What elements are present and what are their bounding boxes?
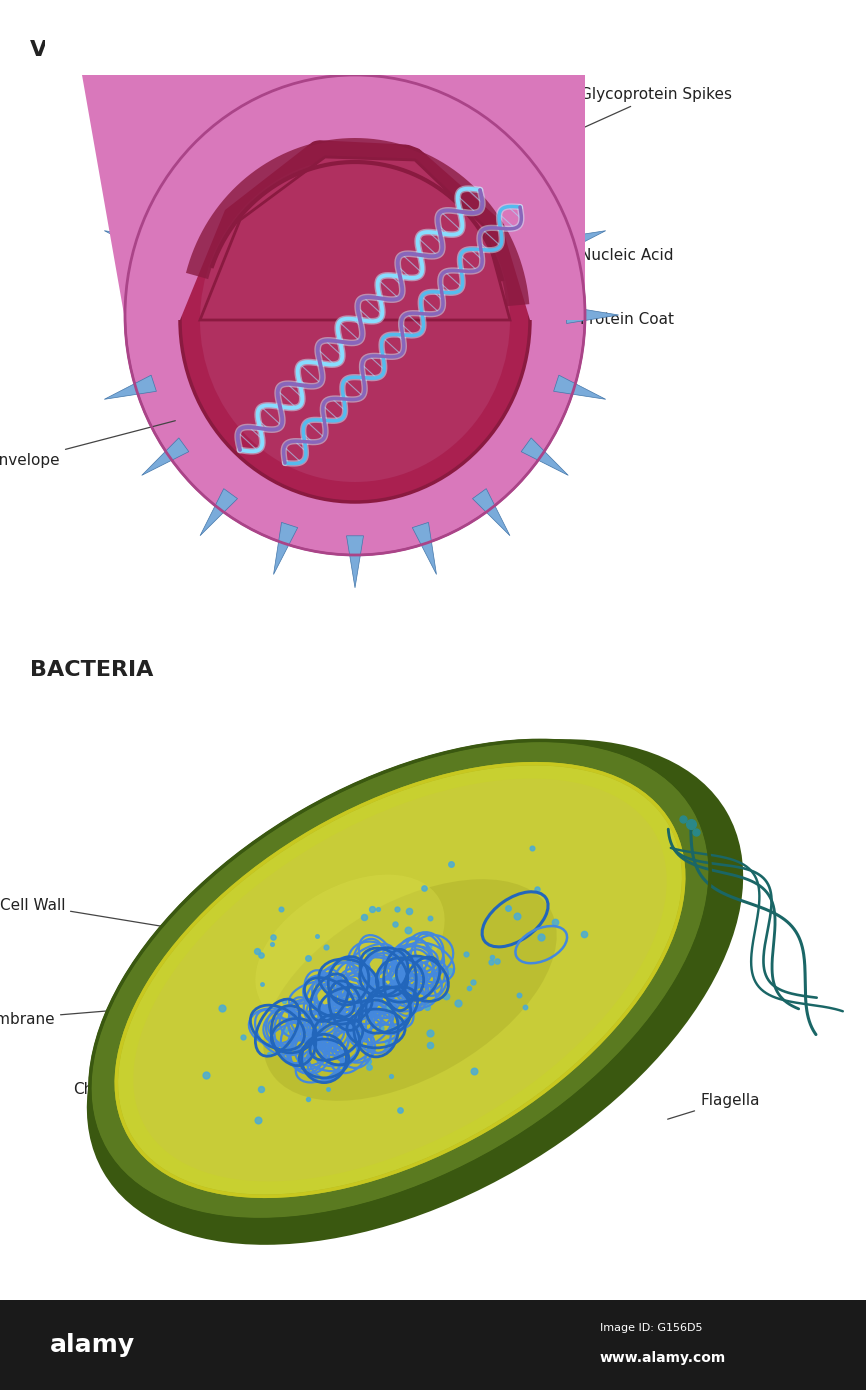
Bar — [0, 1300, 866, 1390]
Polygon shape — [104, 231, 157, 254]
Text: Cytoplasm: Cytoplasm — [493, 748, 611, 790]
Ellipse shape — [263, 880, 557, 1101]
Polygon shape — [274, 523, 298, 574]
Polygon shape — [553, 375, 605, 399]
Ellipse shape — [116, 763, 684, 1197]
Text: www.alamy.com: www.alamy.com — [600, 1351, 727, 1365]
Text: Flagella: Flagella — [668, 1093, 759, 1119]
Text: Protein Coat: Protein Coat — [513, 296, 674, 328]
Polygon shape — [553, 392, 605, 399]
Ellipse shape — [87, 739, 743, 1245]
Ellipse shape — [255, 874, 444, 1026]
Ellipse shape — [133, 778, 667, 1182]
Text: Cell Wall: Cell Wall — [0, 898, 212, 934]
Polygon shape — [45, 6, 665, 75]
Polygon shape — [200, 95, 237, 142]
Polygon shape — [346, 42, 364, 95]
Ellipse shape — [215, 195, 375, 316]
Text: Plasmid: Plasmid — [607, 912, 680, 944]
Polygon shape — [566, 307, 618, 324]
Text: Nucleic Acid: Nucleic Acid — [523, 240, 674, 263]
Polygon shape — [274, 523, 281, 574]
Polygon shape — [531, 154, 568, 192]
Ellipse shape — [125, 75, 585, 555]
Polygon shape — [521, 154, 568, 192]
Ellipse shape — [285, 310, 485, 441]
Text: Image ID: G156D5: Image ID: G156D5 — [600, 1323, 702, 1333]
Polygon shape — [142, 438, 189, 475]
Polygon shape — [200, 157, 510, 320]
Text: Ribosomes: Ribosomes — [547, 833, 674, 869]
Text: Cell Membrane: Cell Membrane — [0, 1001, 237, 1027]
Polygon shape — [274, 56, 298, 103]
Polygon shape — [142, 154, 189, 192]
Text: Glycoprotein Spikes: Glycoprotein Spikes — [547, 88, 732, 143]
Text: Envelope: Envelope — [0, 421, 175, 467]
Polygon shape — [429, 56, 436, 107]
Polygon shape — [559, 231, 605, 254]
Polygon shape — [186, 138, 529, 306]
Polygon shape — [486, 95, 510, 142]
Polygon shape — [355, 42, 364, 95]
Polygon shape — [200, 489, 223, 535]
Polygon shape — [75, 35, 585, 320]
Polygon shape — [104, 375, 152, 399]
Polygon shape — [274, 56, 298, 107]
Polygon shape — [346, 535, 355, 588]
Polygon shape — [473, 489, 510, 535]
Polygon shape — [473, 95, 510, 142]
Polygon shape — [521, 438, 568, 475]
Ellipse shape — [180, 138, 530, 502]
Polygon shape — [566, 316, 618, 324]
Polygon shape — [200, 489, 237, 535]
Polygon shape — [412, 528, 436, 574]
Polygon shape — [104, 231, 157, 239]
Polygon shape — [412, 56, 436, 107]
Ellipse shape — [90, 741, 710, 1219]
Ellipse shape — [170, 819, 511, 1081]
Text: BACTERIA: BACTERIA — [30, 660, 153, 680]
Polygon shape — [521, 452, 568, 475]
Polygon shape — [346, 535, 364, 588]
Polygon shape — [142, 438, 178, 475]
Text: alamy: alamy — [50, 1333, 135, 1357]
Text: VIRUS: VIRUS — [30, 40, 107, 60]
Polygon shape — [412, 523, 436, 574]
Ellipse shape — [200, 158, 510, 482]
Text: Chromosome: Chromosome — [74, 1083, 327, 1098]
Polygon shape — [553, 231, 605, 254]
Polygon shape — [200, 95, 237, 132]
Polygon shape — [142, 154, 189, 178]
Polygon shape — [104, 375, 157, 399]
Polygon shape — [473, 499, 510, 535]
